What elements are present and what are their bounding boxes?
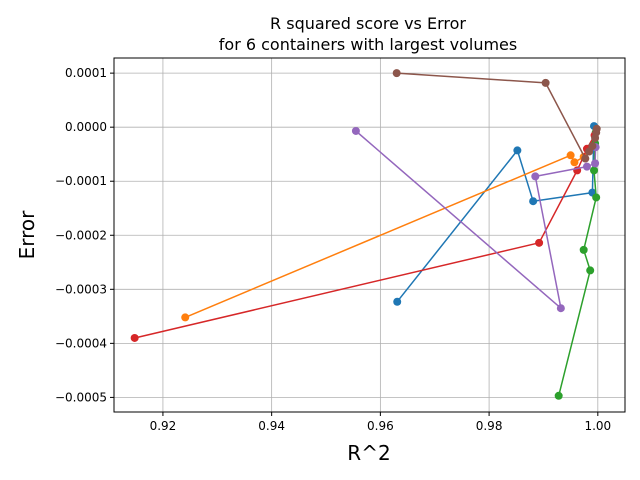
y-tick-label: 0.0001 [65,66,107,80]
data-point [541,78,550,87]
data-point [566,151,575,160]
x-tick-label: 1.00 [584,419,611,433]
data-point [531,172,540,181]
data-point [556,304,565,313]
data-point [586,266,595,275]
series-line [134,134,596,339]
data-point [535,238,544,247]
x-tick-label: 0.98 [476,419,503,433]
grid [114,58,625,412]
data-point [581,154,590,163]
data-point [570,158,579,167]
y-axis-ticks: 0.0001 0.0000 −0.0001 −0.0002 −0.0003 −0.0004… [55,66,114,404]
data-point [181,313,190,322]
x-tick-label: 0.96 [367,419,394,433]
y-tick-label: −0.0003 [55,282,107,296]
data-point [590,166,599,175]
data-point [392,69,401,78]
data-point [592,124,601,133]
chart-title-line-2: for 6 containers with largest volumes [219,35,517,54]
y-tick-label: −0.0005 [55,390,107,404]
series-6 [392,69,601,163]
x-tick-label: 0.92 [150,419,177,433]
data-point [588,142,597,151]
data-point [393,297,402,306]
data-point [554,391,563,400]
data-point [582,162,591,171]
data-point [130,333,139,342]
y-tick-label: 0.0000 [65,120,107,134]
series-line [184,154,585,319]
data-point [351,126,360,135]
series-line [355,130,597,309]
series-2 [181,151,588,322]
y-axis-label: Error [15,210,39,260]
data-point [529,197,538,206]
series-line [396,72,598,160]
x-axis-label: R^2 [347,441,390,465]
y-tick-label: −0.0002 [55,228,107,242]
series-5 [351,126,600,313]
series-1 [393,122,599,306]
y-tick-label: −0.0001 [55,174,107,188]
data-point [513,146,522,155]
data-point [592,193,601,202]
chart-title-line-1: R squared score vs Error [270,14,466,33]
series-layer [130,69,601,400]
series-line [396,126,595,303]
x-axis-ticks: 0.92 0.94 0.96 0.98 1.00 [150,412,611,433]
x-tick-label: 0.94 [258,419,285,433]
data-point [579,245,588,254]
y-tick-label: −0.0004 [55,336,107,350]
data-point [591,159,600,168]
